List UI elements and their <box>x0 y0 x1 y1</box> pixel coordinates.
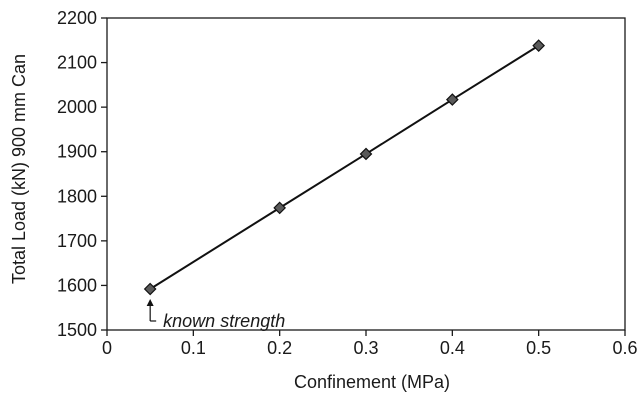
y-tick-label: 2000 <box>57 97 97 117</box>
x-axis-title: Confinement (MPa) <box>294 372 450 392</box>
x-tick-label: 0.5 <box>526 338 551 358</box>
x-tick-label: 0.6 <box>612 338 637 358</box>
x-tick-label: 0.3 <box>353 338 378 358</box>
y-tick-label: 2200 <box>57 8 97 28</box>
data-point-marker <box>143 282 157 296</box>
y-tick-label: 1500 <box>57 320 97 340</box>
y-tick-label: 2100 <box>57 53 97 73</box>
annotation-layer: known strength <box>146 298 285 331</box>
y-tick-label: 1800 <box>57 186 97 206</box>
series-layer <box>143 39 546 296</box>
x-tick-label: 0 <box>102 338 112 358</box>
annotation-arrow-head <box>146 298 154 306</box>
data-point-marker <box>273 201 287 215</box>
data-point-marker <box>532 39 546 52</box>
annotation-label: known strength <box>163 311 285 331</box>
y-tick-label: 1600 <box>57 275 97 295</box>
x-tick-label: 0.1 <box>181 338 206 358</box>
ticks-layer: 0 0.1 0.2 0.3 0.4 0.5 0.6 1500 1600 1700 1800 1900 2… <box>57 8 638 358</box>
y-axis-title: Total Load (kN) 900 mm Can <box>9 54 29 284</box>
y-tick-label: 1900 <box>57 142 97 162</box>
x-tick-label: 0.2 <box>267 338 292 358</box>
x-tick-label: 0.4 <box>440 338 465 358</box>
y-tick-label: 1700 <box>57 231 97 251</box>
data-point-marker <box>445 93 459 106</box>
plot-area-frame <box>106 17 626 331</box>
series-line <box>149 44 540 290</box>
data-point-marker <box>359 147 373 161</box>
